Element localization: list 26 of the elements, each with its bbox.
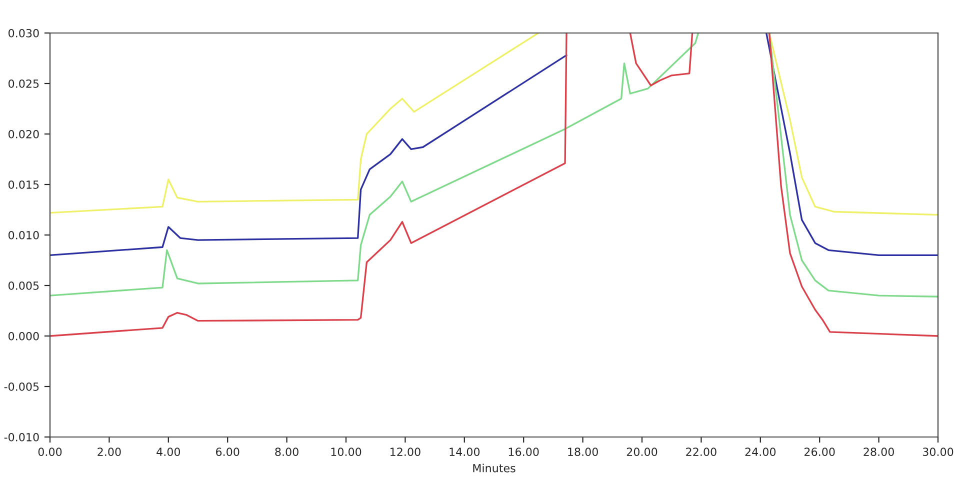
x-tick-label: 12.00: [390, 448, 420, 456]
y-tick-label: 0.020: [8, 130, 39, 138]
x-tick-label: 2.00: [98, 448, 121, 456]
y-tick-label: 0.030: [8, 28, 39, 38]
x-tick-label: 28.00: [864, 448, 894, 456]
y-tick-label: 0.015: [8, 180, 39, 189]
x-tick-label: 20.00: [626, 448, 658, 456]
y-tick-label: -0.010: [4, 432, 39, 442]
x-tick-label: 6.00: [216, 448, 240, 456]
y-tick-label: 0.000: [8, 332, 39, 340]
x-tick-label: 18.00: [568, 448, 598, 456]
x-tick-label: 30.00: [922, 448, 954, 456]
x-axis-title: Minutes: [473, 464, 516, 472]
x-tick-label: 22.00: [686, 448, 716, 456]
y-tick-label: 0.025: [8, 79, 39, 88]
y-tick-label: -0.005: [4, 382, 39, 391]
y-tick-label: 0.010: [8, 230, 39, 240]
y-tick-label: 0.005: [8, 281, 39, 290]
x-tick-label: 16.00: [508, 448, 539, 456]
x-tick-label: 26.00: [804, 448, 835, 456]
x-tick-label: 14.00: [450, 448, 480, 456]
x-tick-label: 0.00: [38, 448, 62, 456]
x-tick-label: 8.00: [275, 448, 298, 456]
x-tick-label: 10.00: [331, 448, 362, 456]
x-tick-label: 4.00: [156, 448, 180, 456]
x-tick-label: 24.00: [745, 448, 776, 456]
